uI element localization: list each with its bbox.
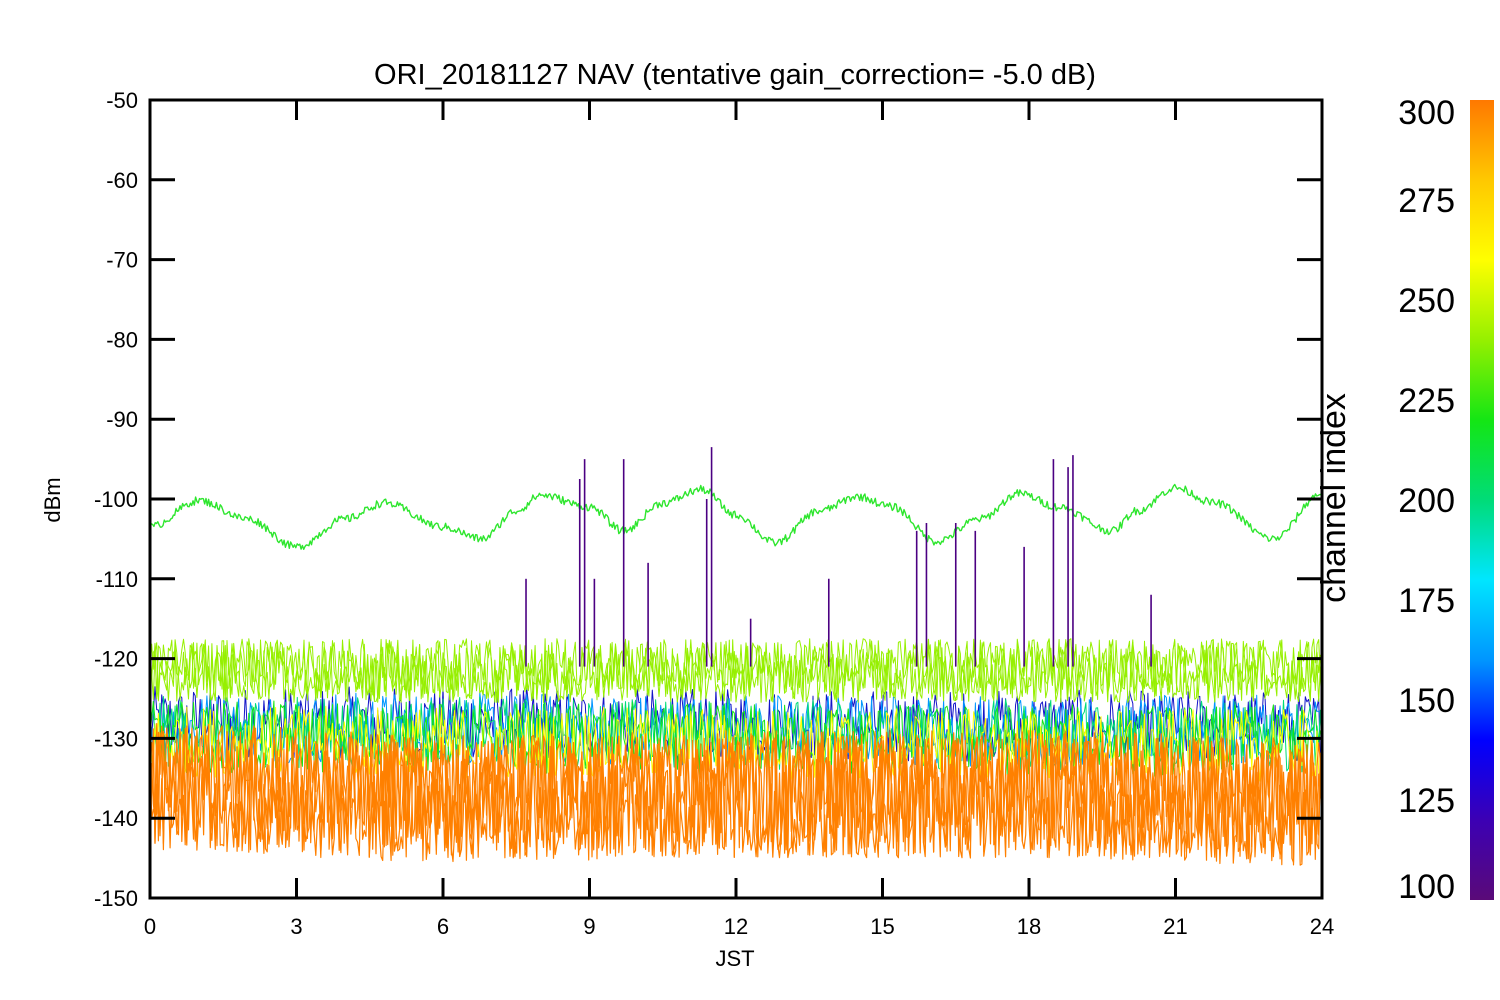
colorbar-tick-label: 125: [1398, 782, 1455, 820]
colorbar-tick-label: 225: [1398, 382, 1455, 420]
y-tick-label: -150: [94, 886, 138, 911]
y-tick-label: -70: [106, 248, 138, 273]
plot-area: [150, 447, 1322, 866]
colorbar-tick-label: 275: [1398, 182, 1455, 220]
colorbar-label: channel index: [1315, 393, 1353, 603]
y-tick-label: -120: [94, 647, 138, 672]
series-240-line: [150, 483, 1322, 550]
y-tick-label: -80: [106, 327, 138, 352]
x-tick-label: 12: [724, 914, 748, 939]
colorbar-tick-label: 250: [1398, 282, 1455, 320]
series-band-5: [150, 705, 1322, 782]
y-tick-label: -60: [106, 168, 138, 193]
colorbar-tick-label: 150: [1398, 682, 1455, 720]
y-tick-label: -50: [106, 88, 138, 113]
x-tick-label: 21: [1163, 914, 1187, 939]
x-tick-label: 3: [290, 914, 302, 939]
y-tick-label: -130: [94, 726, 138, 751]
colorbar-gradient: [1470, 100, 1494, 900]
colorbar: 100 125 150 175 200 225 250 275 300: [1398, 94, 1494, 906]
y-tick-label: -140: [94, 806, 138, 831]
axes: 0 3 6 9 12 15 18 21 24 -50 -60 -70 -80 -90 -100 -110 -12…: [94, 88, 1334, 939]
series-265-trace-3: [150, 638, 1322, 703]
colorbar-tick-label: 175: [1398, 582, 1455, 620]
series-290-trace-4: [150, 723, 1322, 866]
x-tick-label: 6: [437, 914, 449, 939]
x-axis-label: JST: [715, 946, 754, 971]
colorbar-tick-label: 300: [1398, 94, 1455, 132]
x-tick-label: 9: [583, 914, 595, 939]
y-tick-label: -110: [96, 567, 138, 592]
chart-title: ORI_20181127 NAV (tentative gain_correct…: [374, 59, 1096, 91]
y-tick-label: -90: [106, 407, 138, 432]
colorbar-tick-label: 100: [1398, 868, 1455, 906]
colorbar-tick-label: 200: [1398, 482, 1455, 520]
x-tick-label: 24: [1310, 914, 1334, 939]
x-tick-label: 0: [144, 914, 156, 939]
x-tick-label: 18: [1017, 914, 1041, 939]
x-tick-label: 15: [870, 914, 894, 939]
y-tick-label: -100: [94, 487, 138, 512]
y-axis-label: dBm: [40, 477, 65, 522]
